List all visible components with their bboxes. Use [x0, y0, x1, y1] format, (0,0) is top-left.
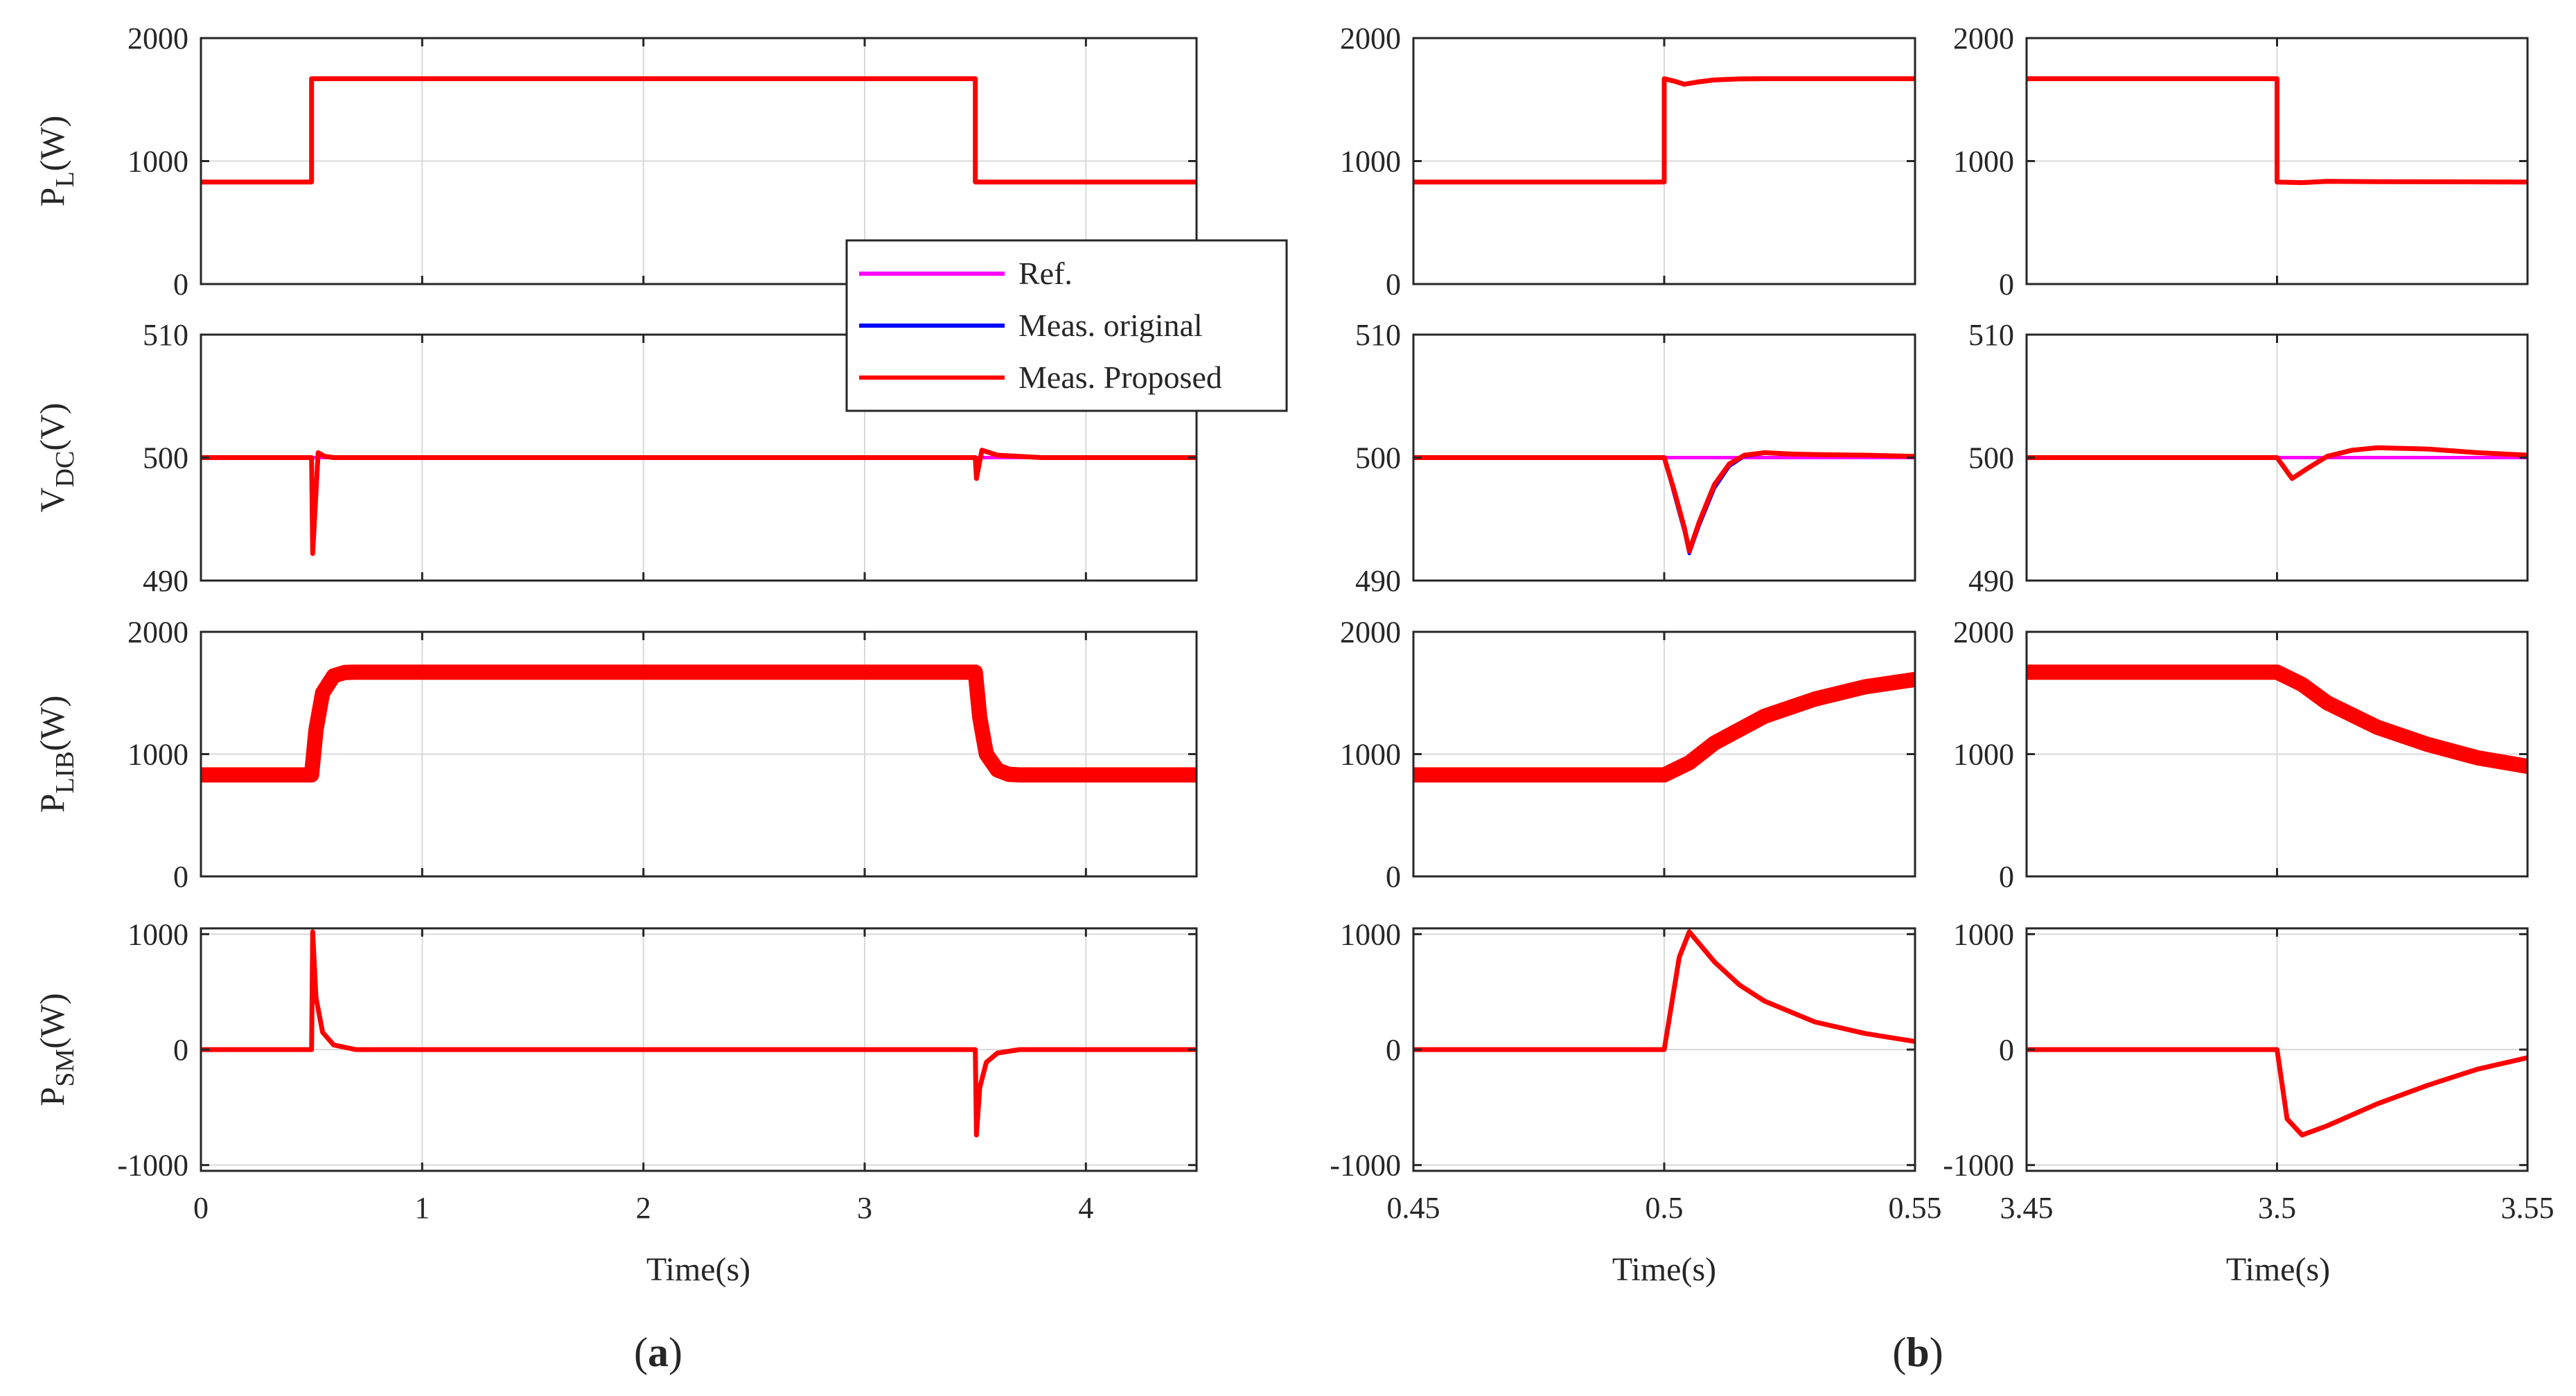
ytick-label-vdc-b-left: 510 — [1355, 318, 1401, 352]
ytick-label-pl-a: 0 — [173, 267, 188, 301]
panel-label-a: (a) — [634, 1329, 682, 1375]
xtick-label-a: 4 — [1078, 1191, 1093, 1225]
xlabel-b-left: Time(s) — [1612, 1251, 1716, 1288]
xtick-label-a: 1 — [414, 1191, 430, 1225]
ylabel-vdc: VDC(V) — [33, 403, 80, 512]
ytick-label-plib-a: 1000 — [127, 738, 188, 772]
series-line-proposed-pl-a — [201, 76, 1197, 185]
ytick-label-pl-b-right: 0 — [1999, 267, 2014, 301]
series-line-proposed-plib-b-left — [1413, 671, 1915, 783]
series-line-proposed-vdc-a — [201, 448, 1197, 556]
ylabel-sub: SM — [51, 1049, 80, 1087]
ytick-label-psm-a: 1000 — [127, 917, 188, 951]
ytick-label-pl-b-left: 2000 — [1340, 21, 1401, 55]
legend-entry-original: Meas. original — [859, 308, 1203, 343]
ytick-label-vdc-b-left: 500 — [1355, 441, 1401, 475]
ytick-label-psm-b-right: 0 — [1999, 1033, 2014, 1067]
ylabel-main: P — [33, 793, 71, 813]
legend-label-proposed: Meas. Proposed — [1018, 360, 1222, 395]
ylabel-pl: PL(W) — [33, 116, 80, 207]
ytick-label-psm-b-right: -1000 — [1943, 1149, 2014, 1183]
xtick-label-b-left: 0.55 — [1889, 1191, 1942, 1225]
ytick-label-pl-b-right: 1000 — [1953, 145, 2014, 179]
ytick-label-plib-a: 0 — [173, 860, 188, 894]
series-line-proposed-vdc-b-right — [2027, 445, 2528, 481]
xtick-label-b-left: 0.45 — [1387, 1191, 1440, 1225]
ylabel-main: P — [33, 187, 71, 206]
ytick-label-vdc-b-left: 490 — [1355, 564, 1401, 598]
ytick-label-vdc-a: 500 — [143, 441, 188, 475]
xtick-label-a: 3 — [857, 1191, 872, 1225]
ytick-label-vdc-a: 510 — [143, 318, 188, 352]
series-line-proposed-psm-b-right — [2027, 1047, 2528, 1138]
ytick-label-plib-b-right: 1000 — [1953, 738, 2014, 772]
ylabel-plib: PLIB(W) — [33, 696, 80, 813]
ytick-label-vdc-b-right: 510 — [1968, 318, 2014, 352]
ylabel-sub: LIB — [51, 751, 80, 793]
ylabel-unit: (W) — [33, 993, 71, 1049]
ytick-label-plib-a: 2000 — [127, 615, 188, 649]
ylabel-unit: (V) — [33, 403, 71, 450]
ylabel-sub: L — [51, 171, 80, 187]
ytick-label-pl-b-right: 2000 — [1953, 21, 2014, 55]
ylabel-sub: DC — [51, 451, 80, 488]
legend: Ref. Meas. original Meas. Proposed — [845, 239, 1288, 412]
ytick-label-pl-a: 1000 — [127, 145, 188, 179]
ylabel-unit: (W) — [33, 696, 71, 752]
ytick-label-psm-a: -1000 — [117, 1149, 188, 1183]
ytick-label-vdc-a: 490 — [143, 564, 188, 598]
xtick-label-b-right: 3.45 — [2000, 1191, 2054, 1225]
panel-label-b: (b) — [1892, 1329, 1943, 1375]
series-line-original-psm-a — [201, 930, 1197, 1137]
xtick-label-b-right: 3.55 — [2501, 1191, 2555, 1225]
ylabel-main: V — [33, 488, 71, 513]
ytick-label-vdc-b-right: 500 — [1968, 441, 2014, 475]
ytick-label-psm-b-right: 1000 — [1953, 917, 2014, 951]
series-line-proposed-psm-b-left — [1413, 929, 1915, 1052]
series-line-original-pl-a — [201, 77, 1197, 184]
series-line-proposed-plib-a — [201, 664, 1197, 783]
series-line-proposed-pl-b-right — [2027, 76, 2528, 186]
ytick-label-psm-b-left: 0 — [1386, 1033, 1401, 1067]
ytick-label-psm-a: 0 — [173, 1033, 188, 1067]
series-line-proposed-plib-b-right — [2027, 664, 2528, 775]
ytick-label-pl-b-left: 0 — [1386, 267, 1401, 301]
xlabel-a: Time(s) — [646, 1251, 750, 1288]
ytick-label-vdc-b-right: 490 — [1968, 564, 2014, 598]
ytick-label-psm-b-left: 1000 — [1340, 917, 1401, 951]
xlabel-b-right: Time(s) — [2226, 1251, 2330, 1288]
ytick-label-plib-b-left: 0 — [1386, 860, 1401, 894]
legend-entry-proposed: Meas. Proposed — [859, 360, 1222, 395]
series-line-original-vdc-a — [201, 448, 1197, 556]
legend-label-ref: Ref. — [1018, 256, 1073, 291]
ytick-label-psm-b-left: -1000 — [1330, 1149, 1401, 1183]
xtick-label-a: 2 — [636, 1191, 651, 1225]
series-line-proposed-pl-b-left — [1413, 76, 1915, 185]
ytick-label-plib-b-left: 2000 — [1340, 615, 1401, 649]
ylabel-psm: PSM(W) — [33, 993, 80, 1106]
xtick-label-b-right: 3.5 — [2258, 1191, 2296, 1225]
xtick-label-b-left: 0.5 — [1646, 1191, 1684, 1225]
series-line-proposed-psm-a — [201, 929, 1197, 1138]
ytick-label-plib-b-right: 0 — [1999, 860, 2014, 894]
ytick-label-plib-b-right: 2000 — [1953, 615, 2014, 649]
legend-entry-ref: Ref. — [859, 256, 1073, 291]
ylabel-main: P — [33, 1087, 71, 1106]
xtick-label-a: 0 — [193, 1191, 209, 1225]
series-line-original-plib-a — [201, 666, 1197, 781]
legend-label-original: Meas. original — [1018, 308, 1203, 343]
ylabel-unit: (W) — [33, 116, 71, 172]
ytick-label-pl-a: 2000 — [127, 21, 188, 55]
ytick-label-plib-b-left: 1000 — [1340, 738, 1401, 772]
series-line-proposed-vdc-b-left — [1413, 450, 1915, 554]
ytick-label-pl-b-left: 1000 — [1340, 145, 1401, 179]
